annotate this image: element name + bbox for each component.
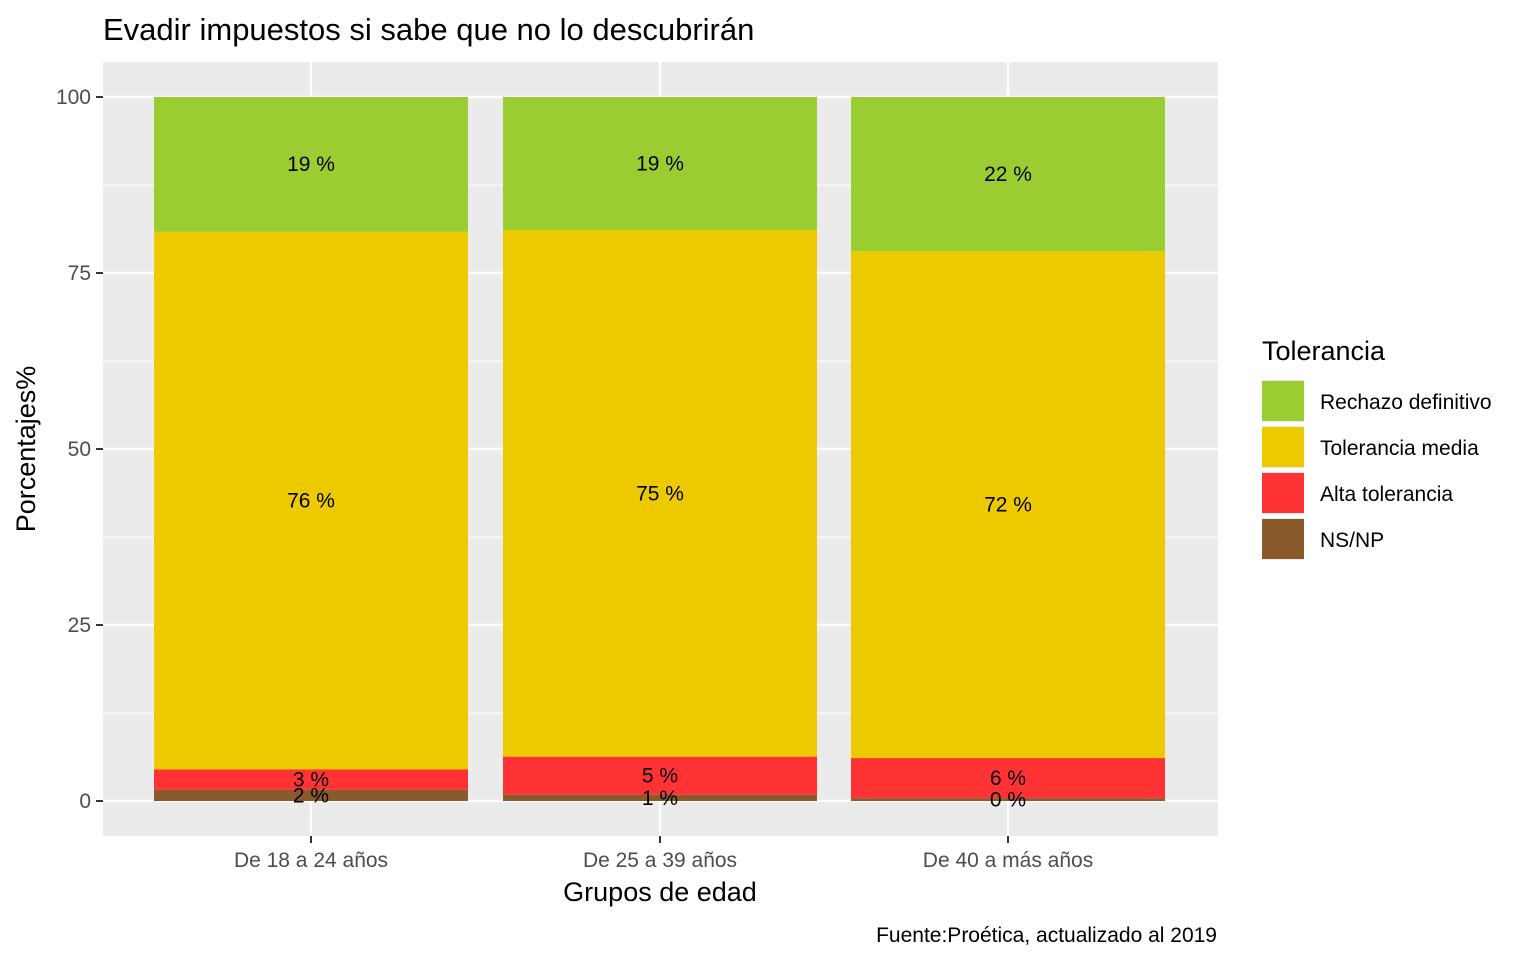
data-label: 19 % (287, 153, 335, 176)
data-label: 22 % (984, 163, 1032, 186)
data-label: 1 % (642, 787, 678, 810)
bar-segment (851, 798, 1165, 801)
legend-label: Tolerancia media (1320, 437, 1479, 460)
bar-segment (154, 769, 468, 790)
legend: Tolerancia Rechazo definitivo Tolerancia … (1262, 336, 1492, 560)
x-axis-title: Grupos de edad (563, 877, 757, 907)
legend-label: NS/NP (1320, 529, 1384, 552)
data-label: 5 % (642, 765, 678, 788)
bar-segment (503, 230, 817, 757)
bar-segment (851, 758, 1165, 799)
bar-segment (154, 97, 468, 232)
bar-segment (851, 97, 1165, 252)
x-tick-label: De 25 a 39 años (583, 849, 737, 872)
bar-segment (503, 794, 817, 801)
y-tick-label: 0 (79, 790, 91, 813)
legend-label: Rechazo definitivo (1320, 391, 1492, 414)
legend-title: Tolerancia (1262, 336, 1386, 366)
bar-segment (851, 251, 1165, 759)
data-label: 3 % (293, 769, 329, 792)
x-tick-label: De 18 a 24 años (234, 849, 388, 872)
bar-segment (503, 756, 817, 795)
y-tick-label: 100 (56, 86, 91, 109)
legend-label: Alta tolerancia (1320, 483, 1453, 506)
y-axis: 0 25 50 75 100 (56, 86, 103, 813)
data-label: 6 % (990, 767, 1026, 790)
source-caption: Fuente:Proética, actualizado al 2019 (876, 924, 1217, 947)
legend-swatch (1262, 381, 1304, 421)
data-label: 72 % (984, 494, 1032, 517)
data-label: 75 % (636, 482, 684, 505)
bar-segment (154, 231, 468, 770)
data-label: 2 % (293, 784, 329, 807)
y-tick-label: 50 (68, 438, 91, 461)
x-tick-label: De 40 a más años (923, 849, 1093, 872)
data-label: 19 % (636, 153, 684, 176)
y-tick-label: 25 (68, 614, 91, 637)
legend-swatch (1262, 427, 1304, 467)
x-axis: De 18 a 24 años De 25 a 39 años De 40 a má… (234, 836, 1093, 872)
y-tick-label: 75 (68, 262, 91, 285)
data-label: 0 % (990, 789, 1026, 812)
bar-segment (154, 789, 468, 801)
legend-swatch (1262, 519, 1304, 559)
bars (154, 97, 1165, 801)
y-axis-title: Porcentajes% (11, 366, 41, 533)
data-label: 76 % (287, 489, 335, 512)
data-labels: 2 %3 % 76 % 19 % 1 %5 % 75 % 19 % 0 %6 % 72 % 22… (287, 153, 1032, 812)
legend-swatch (1262, 473, 1304, 513)
chart-title: Evadir impuestos si sabe que no lo descu… (103, 12, 754, 47)
bar-segment (503, 97, 817, 231)
